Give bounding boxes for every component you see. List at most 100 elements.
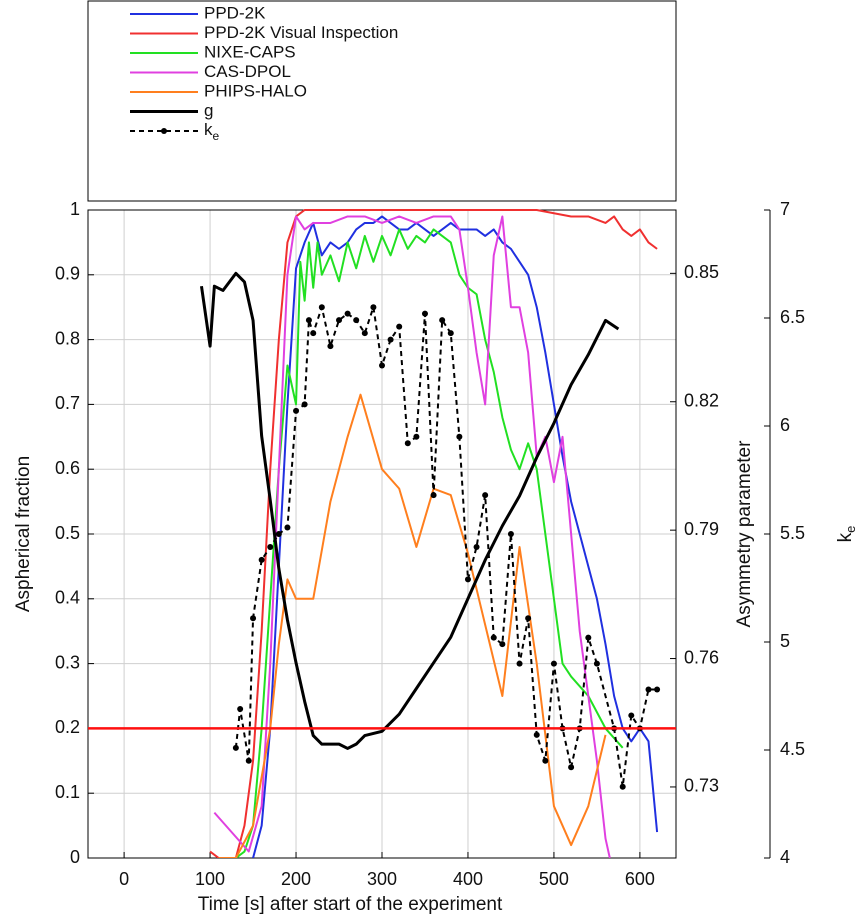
series-marker	[353, 317, 360, 324]
y-tick-label: 0.7	[55, 393, 80, 413]
series-marker	[507, 531, 514, 537]
series-marker	[275, 531, 282, 537]
y3-tick-label: 4.5	[780, 739, 805, 759]
y-tick-label: 1	[70, 199, 80, 219]
series-marker	[645, 686, 652, 693]
series-marker	[542, 757, 549, 764]
x-tick-label: 0	[119, 869, 129, 889]
series-marker	[267, 543, 274, 550]
y3-tick-label: 5.5	[780, 523, 805, 543]
y-tick-label: 0.2	[55, 717, 80, 737]
legend-label-sub: e	[213, 129, 220, 143]
series-marker	[550, 660, 557, 667]
y2-tick-label: 0.82	[684, 390, 719, 410]
series-marker	[533, 731, 540, 738]
series-line	[209, 209, 658, 858]
series-marker	[379, 362, 385, 369]
y3-tick-label: 6	[780, 415, 790, 435]
series-marker	[336, 317, 343, 324]
series-line	[234, 306, 658, 788]
series-marker	[516, 660, 523, 667]
y3-tick-label: 7	[780, 199, 790, 219]
x-tick-label: 200	[281, 869, 311, 889]
series-marker	[464, 576, 471, 583]
series-marker	[439, 317, 446, 324]
y3-tick-label: 5	[780, 631, 790, 651]
legend-label: PHIPS-HALO	[204, 81, 307, 100]
y-tick-label: 0.8	[55, 328, 80, 348]
y3-title-sub: e	[843, 526, 858, 533]
legend-label: PPD-2K	[204, 3, 266, 22]
series-marker	[258, 556, 265, 563]
x-tick-label: 500	[539, 869, 569, 889]
series-marker	[305, 317, 312, 324]
y2-tick-label: 0.79	[684, 519, 719, 539]
legend-label: ke	[204, 120, 220, 143]
series-marker	[250, 615, 257, 622]
series-marker	[490, 634, 497, 641]
legend-label: CAS-DPOL	[204, 62, 291, 81]
y-tick-label: 0.5	[55, 523, 80, 543]
series-marker	[361, 330, 368, 337]
x-axis-title: Time [s] after start of the experiment	[198, 894, 503, 915]
series-line	[213, 215, 611, 858]
x-tick-label: 300	[367, 869, 397, 889]
series-marker	[284, 524, 291, 531]
y2-tick-label: 0.76	[684, 647, 719, 667]
series-marker	[344, 310, 351, 317]
legend-label: PPD-2K Visual Inspection	[204, 23, 398, 42]
y-tick-label: 0.4	[55, 588, 80, 608]
legend-marker	[161, 128, 167, 134]
series-line	[218, 393, 607, 858]
series-marker	[318, 304, 325, 311]
series-line	[235, 228, 624, 858]
y2-axis-title: Asymmetry parameter	[734, 440, 755, 628]
series-marker	[499, 641, 506, 648]
series-marker	[404, 440, 411, 447]
y2-tick-label: 0.85	[684, 262, 719, 282]
series-line	[199, 271, 620, 750]
legend-label-base: k	[204, 120, 213, 139]
series-marker	[327, 343, 334, 350]
series-marker	[370, 304, 377, 311]
series-marker	[245, 757, 252, 764]
x-tick-label: 600	[625, 869, 655, 889]
series-marker	[482, 492, 489, 499]
y-tick-label: 0.9	[55, 264, 80, 284]
y2-tick-label: 0.73	[684, 776, 719, 796]
y-tick-label: 0.1	[55, 782, 80, 802]
series-marker	[473, 543, 480, 550]
legend-label: NIXE-CAPS	[204, 42, 296, 61]
series-marker	[413, 433, 420, 440]
series-marker	[593, 660, 600, 667]
x-tick-label: 100	[195, 869, 225, 889]
y-tick-label: 0.6	[55, 458, 80, 478]
legend-label: g	[204, 101, 213, 120]
x-tick-label: 400	[453, 869, 483, 889]
series-marker	[293, 407, 300, 414]
y3-tick-label: 4	[780, 847, 790, 867]
series-line	[252, 215, 659, 858]
y3-axis-title: ke	[835, 526, 858, 543]
series-marker	[310, 330, 317, 337]
series-marker	[619, 783, 626, 790]
series-marker	[396, 323, 403, 330]
series-marker	[387, 336, 394, 343]
series-marker	[430, 492, 437, 499]
series-marker	[525, 615, 532, 622]
series-marker	[237, 705, 244, 712]
y-axis-title: Aspherical fraction	[13, 456, 34, 612]
y3-title-base: k	[835, 532, 856, 542]
series-marker	[301, 401, 308, 408]
series-marker	[654, 686, 661, 693]
series-marker	[585, 634, 592, 641]
y3-tick-label: 6.5	[780, 307, 805, 327]
series-marker	[232, 744, 239, 751]
y-tick-label: 0	[70, 847, 80, 867]
series-marker	[456, 433, 463, 440]
series-marker	[628, 712, 635, 719]
y-tick-label: 0.3	[55, 652, 80, 672]
series-marker	[568, 764, 575, 771]
series-marker	[421, 310, 428, 317]
